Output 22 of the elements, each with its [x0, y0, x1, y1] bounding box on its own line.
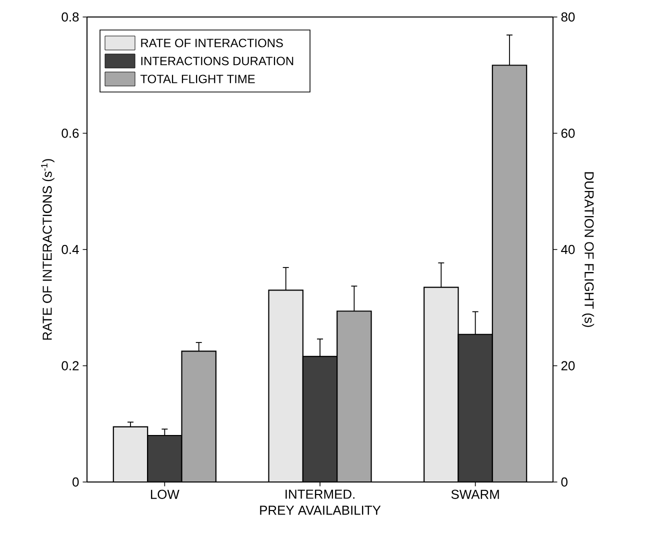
y2-tick-label: 20 — [561, 361, 575, 370]
legend-label: RATE OF INTERACTIONS — [141, 38, 283, 48]
y-tick-label: 0 — [72, 477, 79, 487]
y-axis-title: RATE OF INTERACTIONS (s$^{-1}$) — [41, 159, 54, 340]
y2-tick-label: 0 — [561, 477, 568, 487]
y2-tick-label: 40 — [561, 244, 575, 254]
y-tick-label: 0.8 — [62, 12, 79, 22]
y-tick-label: 0.6 — [62, 128, 79, 138]
y-tick-label: 0.4 — [62, 244, 79, 254]
legend-label: TOTAL FLIGHT TIME — [140, 74, 255, 84]
x-tick-label: LOW — [150, 490, 180, 499]
x-axis-title: PREY AVAILABILITY — [260, 506, 381, 515]
y2-tick-label: 80 — [561, 12, 575, 22]
legend-label: INTERACTIONS DURATION — [141, 56, 294, 66]
y2-tick-label: 60 — [561, 128, 575, 138]
x-tick-label: SWARM — [451, 490, 499, 499]
y2-axis-title: DURATION OF FLIGHT (s) — [582, 172, 594, 328]
bar — [337, 311, 372, 482]
x-tick-label: INTERMED. — [286, 490, 354, 499]
bar — [492, 64, 528, 482]
y-tick-label: 0.2 — [62, 361, 79, 370]
bar — [182, 351, 216, 482]
